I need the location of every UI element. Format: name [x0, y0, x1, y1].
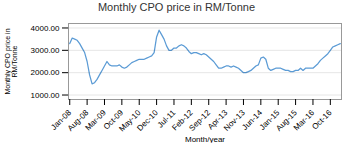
- svg-text:Nov-13: Nov-13: [222, 108, 247, 133]
- svg-text:4000.00: 4000.00: [31, 24, 60, 33]
- html-text:Monthly CPO price in RM/Tonne: Monthly CPO price in RM/Tonne: [97, 1, 256, 13]
- svg-text:Jul-11: Jul-11: [155, 108, 178, 130]
- svg-text:Oct-16: Oct-16: [310, 108, 334, 132]
- svg-text:Jan-08: Jan-08: [49, 108, 73, 132]
- svg-text:Oct-09: Oct-09: [101, 108, 126, 132]
- svg-text:Aug-08: Aug-08: [65, 108, 91, 133]
- svg-text:2000.00: 2000.00: [31, 68, 60, 77]
- svg-text:Mar-16: Mar-16: [291, 108, 317, 133]
- svg-text:Dec-10: Dec-10: [135, 108, 160, 133]
- svg-text:Month/year: Month/year: [185, 135, 225, 143]
- svg-text:Aug-15: Aug-15: [274, 108, 299, 133]
- svg-text:Apr-13: Apr-13: [206, 108, 230, 132]
- svg-text:Jun-14: Jun-14: [240, 108, 265, 132]
- svg-text:May-10: May-10: [117, 108, 143, 134]
- svg-text:Monthly CPO price inRM/Tonne: Monthly CPO price inRM/Tonne: [4, 28, 18, 94]
- svg-text:3000.00: 3000.00: [31, 46, 60, 55]
- svg-text:1000.00: 1000.00: [31, 91, 60, 100]
- svg-text:Mar-09: Mar-09: [83, 108, 108, 133]
- svg-text:Feb-12: Feb-12: [170, 108, 195, 133]
- svg-text:Jan-15: Jan-15: [257, 108, 282, 132]
- svg-text:Sep-12: Sep-12: [187, 108, 212, 133]
